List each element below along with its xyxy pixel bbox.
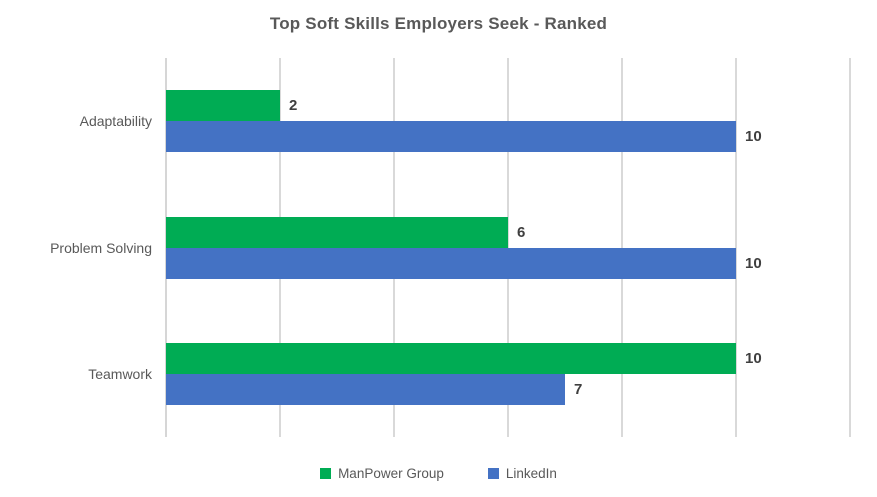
legend-label: LinkedIn xyxy=(505,466,557,481)
legend-label: ManPower Group xyxy=(338,466,444,481)
chart-title: Top Soft Skills Employers Seek - Ranked xyxy=(269,14,608,33)
legend-item-manpower-group: ManPower Group xyxy=(320,466,444,481)
bar-linkedin xyxy=(166,121,736,153)
plot-area: 2 10 6 10 10 7 xyxy=(165,58,851,437)
bar-value-label: 10 xyxy=(745,349,762,367)
gridline xyxy=(849,58,851,437)
bar-manpower-group xyxy=(166,216,508,248)
bar-manpower-group xyxy=(166,90,280,122)
gridline xyxy=(735,58,737,437)
category-label: Problem Solving xyxy=(50,239,152,256)
bar-linkedin xyxy=(166,373,565,405)
legend-swatch-icon xyxy=(487,468,499,479)
bar-linkedin xyxy=(166,247,736,279)
legend-swatch-icon xyxy=(320,468,332,479)
bar-value-label: 10 xyxy=(745,254,762,272)
bar-manpower-group xyxy=(166,342,736,374)
category-label: Teamwork xyxy=(88,365,152,382)
legend-item-linkedin: LinkedIn xyxy=(487,466,557,481)
bar-value-label: 7 xyxy=(574,380,583,398)
legend: ManPower Group LinkedIn xyxy=(0,466,877,481)
bar-value-label: 2 xyxy=(289,97,298,115)
bar-value-label: 10 xyxy=(745,128,762,146)
category-label: Adaptability xyxy=(79,113,152,130)
category-axis: Adaptability Problem Solving Teamwork xyxy=(0,58,152,437)
bar-value-label: 6 xyxy=(517,223,526,241)
